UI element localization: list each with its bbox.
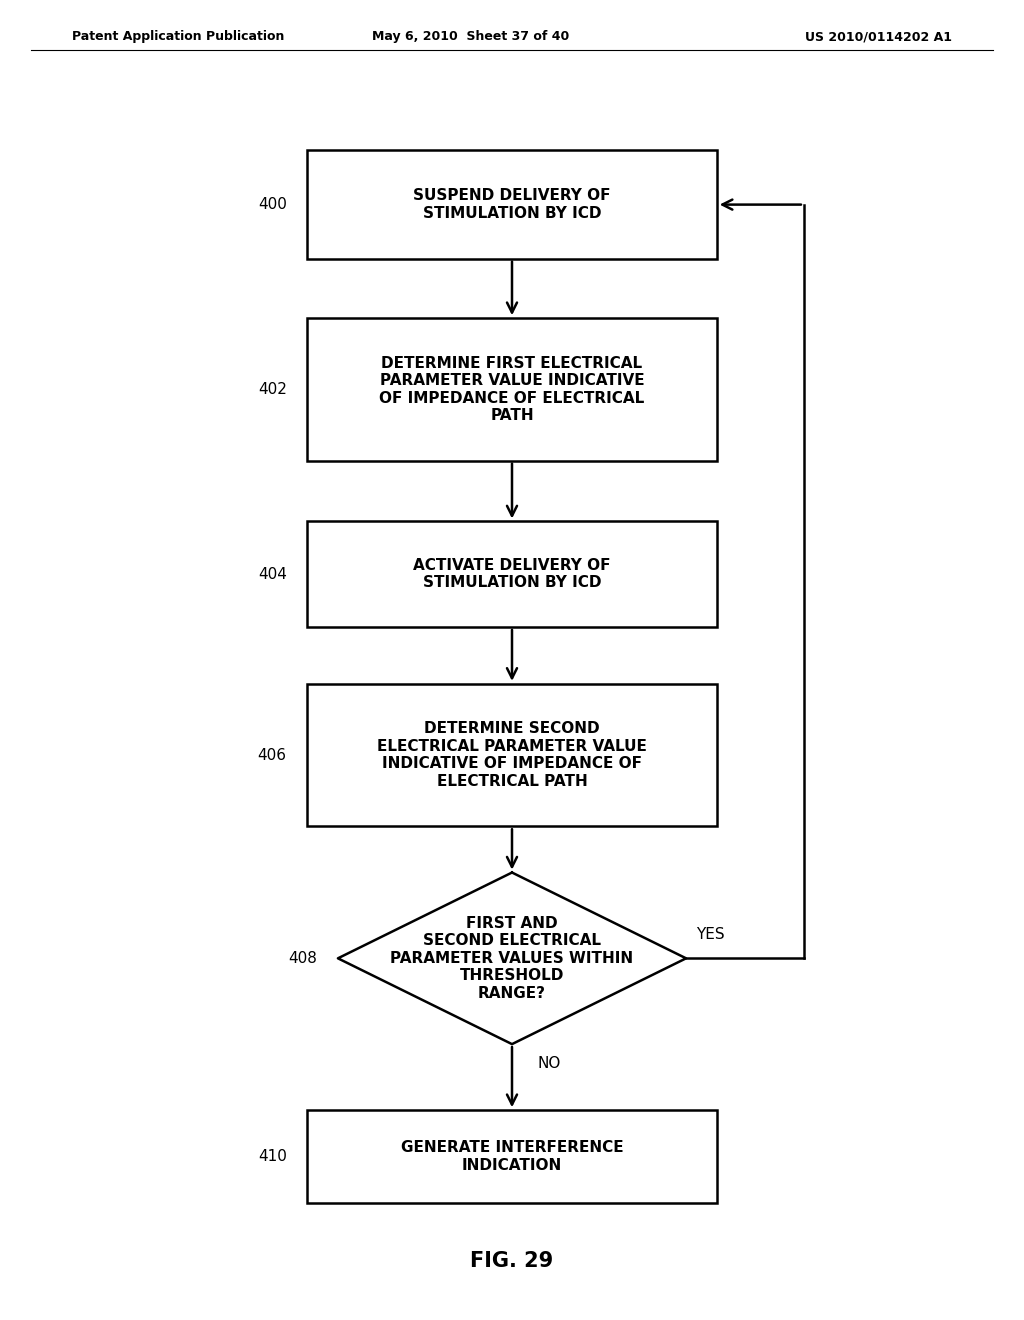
Text: Patent Application Publication: Patent Application Publication [72,30,284,44]
Text: 410: 410 [258,1148,287,1164]
Text: 402: 402 [258,381,287,397]
Text: ACTIVATE DELIVERY OF
STIMULATION BY ICD: ACTIVATE DELIVERY OF STIMULATION BY ICD [414,558,610,590]
Bar [307,521,717,627]
Text: 406: 406 [258,747,287,763]
Text: GENERATE INTERFERENCE
INDICATION: GENERATE INTERFERENCE INDICATION [400,1140,624,1172]
Text: May 6, 2010  Sheet 37 of 40: May 6, 2010 Sheet 37 of 40 [373,30,569,44]
Text: 404: 404 [258,566,287,582]
Text: SUSPEND DELIVERY OF
STIMULATION BY ICD: SUSPEND DELIVERY OF STIMULATION BY ICD [414,189,610,220]
Text: FIG. 29: FIG. 29 [470,1250,554,1271]
Text: DETERMINE SECOND
ELECTRICAL PARAMETER VALUE
INDICATIVE OF IMPEDANCE OF
ELECTRICA: DETERMINE SECOND ELECTRICAL PARAMETER VA… [377,722,647,788]
Bar [307,1110,717,1203]
Bar [307,318,717,461]
Text: YES: YES [696,927,725,942]
Bar [307,150,717,259]
Text: FIRST AND
SECOND ELECTRICAL
PARAMETER VALUES WITHIN
THRESHOLD
RANGE?: FIRST AND SECOND ELECTRICAL PARAMETER VA… [390,916,634,1001]
Text: 408: 408 [289,950,317,966]
Text: US 2010/0114202 A1: US 2010/0114202 A1 [805,30,952,44]
Text: DETERMINE FIRST ELECTRICAL
PARAMETER VALUE INDICATIVE
OF IMPEDANCE OF ELECTRICAL: DETERMINE FIRST ELECTRICAL PARAMETER VAL… [379,356,645,422]
Text: NO: NO [538,1056,561,1072]
Text: 400: 400 [258,197,287,213]
Bar [307,684,717,826]
